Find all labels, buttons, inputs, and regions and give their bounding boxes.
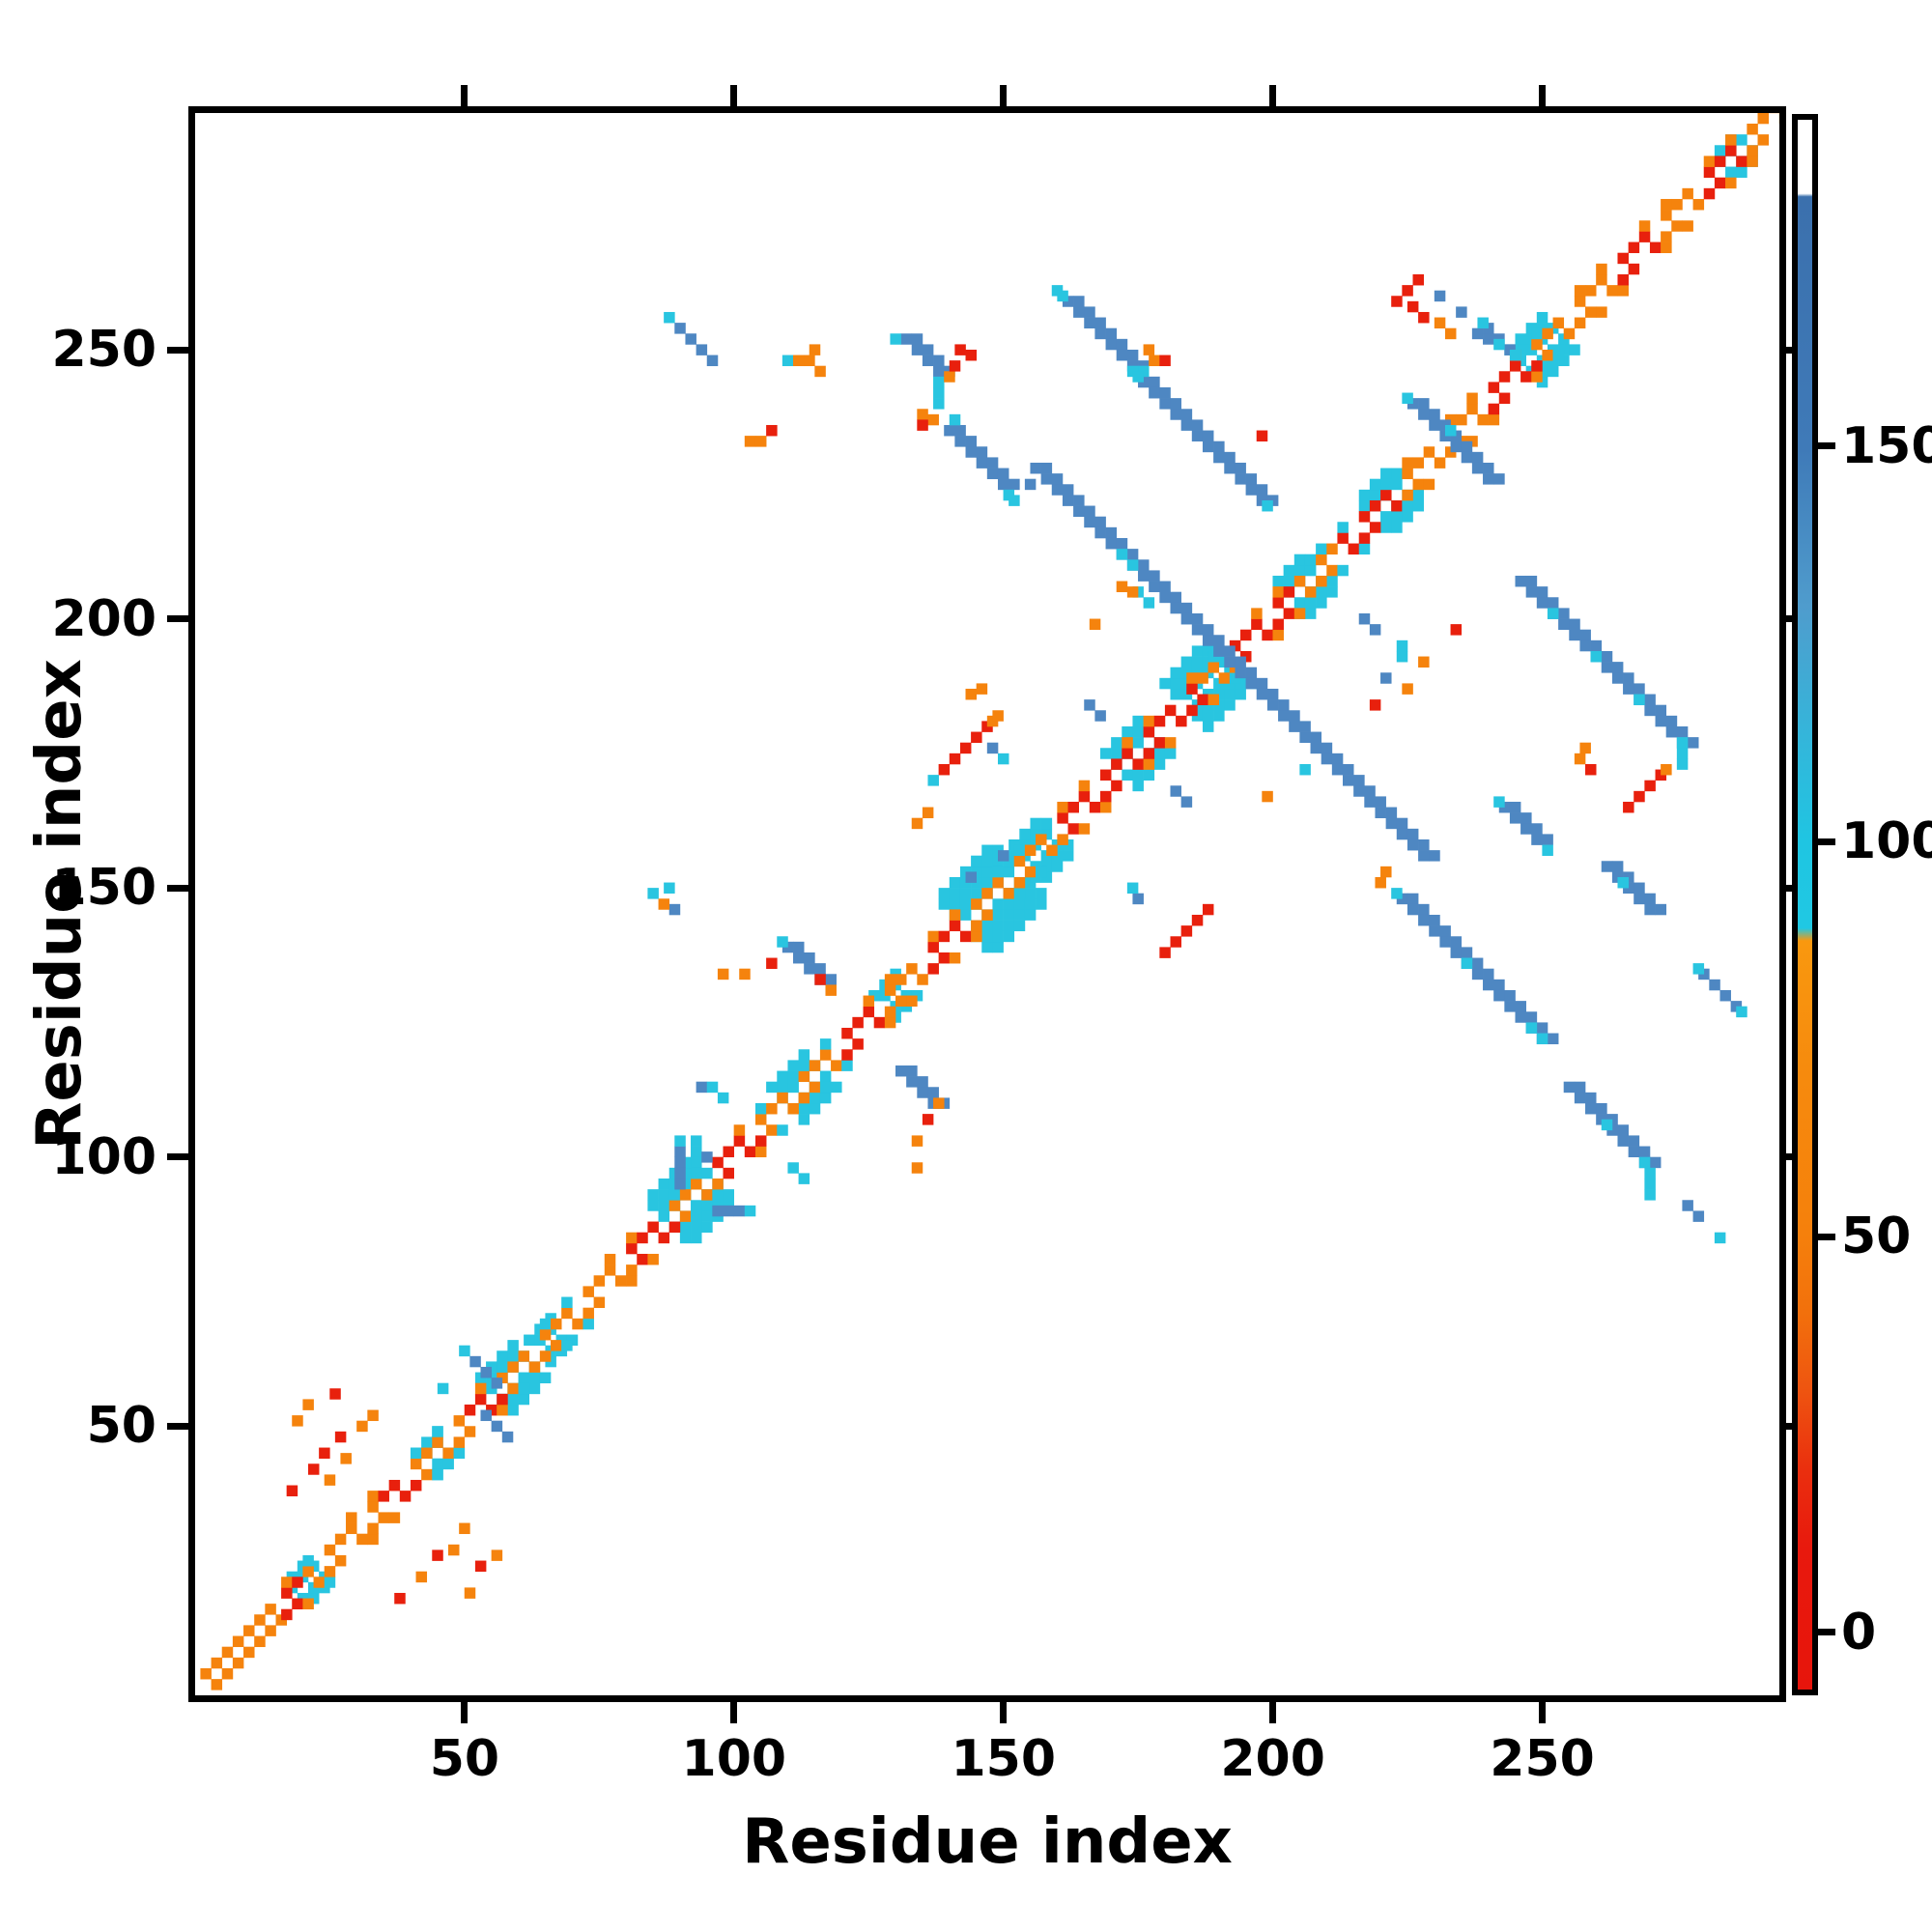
y-tick-label: 200 — [51, 589, 156, 648]
colorbar-tick — [1818, 1233, 1835, 1240]
colorbar-tick — [1818, 838, 1835, 845]
x-tick-top — [1269, 85, 1277, 106]
plot-frame — [188, 106, 1786, 1702]
y-tick-label: 50 — [86, 1397, 156, 1456]
x-tick-top — [730, 85, 738, 106]
x-tick-label: 100 — [681, 1730, 787, 1788]
y-tick-label: 250 — [51, 321, 156, 380]
x-tick-label: 50 — [429, 1730, 500, 1788]
x-tick — [730, 1702, 738, 1723]
x-tick — [1539, 1702, 1547, 1723]
y-tick-label: 100 — [51, 1127, 156, 1186]
y-tick — [167, 1153, 188, 1161]
y-axis-label: Residue index — [24, 659, 96, 1150]
colorbar-tick-label: 50 — [1841, 1208, 1912, 1266]
x-tick-top — [1000, 85, 1008, 106]
y-tick — [167, 346, 188, 354]
x-axis-label: Residue index — [742, 1806, 1233, 1878]
contact-map-canvas — [200, 113, 1779, 1690]
y-tick — [167, 884, 188, 892]
colorbar — [1792, 114, 1818, 1695]
x-tick-top — [461, 85, 469, 106]
colorbar-tick — [1818, 1629, 1835, 1636]
y-tick — [167, 615, 188, 623]
colorbar-tick-label: 100 — [1841, 812, 1932, 871]
x-tick-label: 150 — [951, 1730, 1057, 1788]
x-tick-label: 250 — [1490, 1730, 1595, 1788]
x-tick — [461, 1702, 469, 1723]
colorbar-tick-label: 0 — [1841, 1603, 1877, 1662]
x-tick-label: 200 — [1220, 1730, 1325, 1788]
colorbar-tick-label: 150 — [1841, 416, 1932, 475]
y-tick — [167, 1422, 188, 1430]
x-tick — [1269, 1702, 1277, 1723]
x-tick — [1000, 1702, 1008, 1723]
x-tick-top — [1539, 85, 1547, 106]
y-tick-label: 150 — [51, 859, 156, 918]
colorbar-tick — [1818, 442, 1835, 450]
